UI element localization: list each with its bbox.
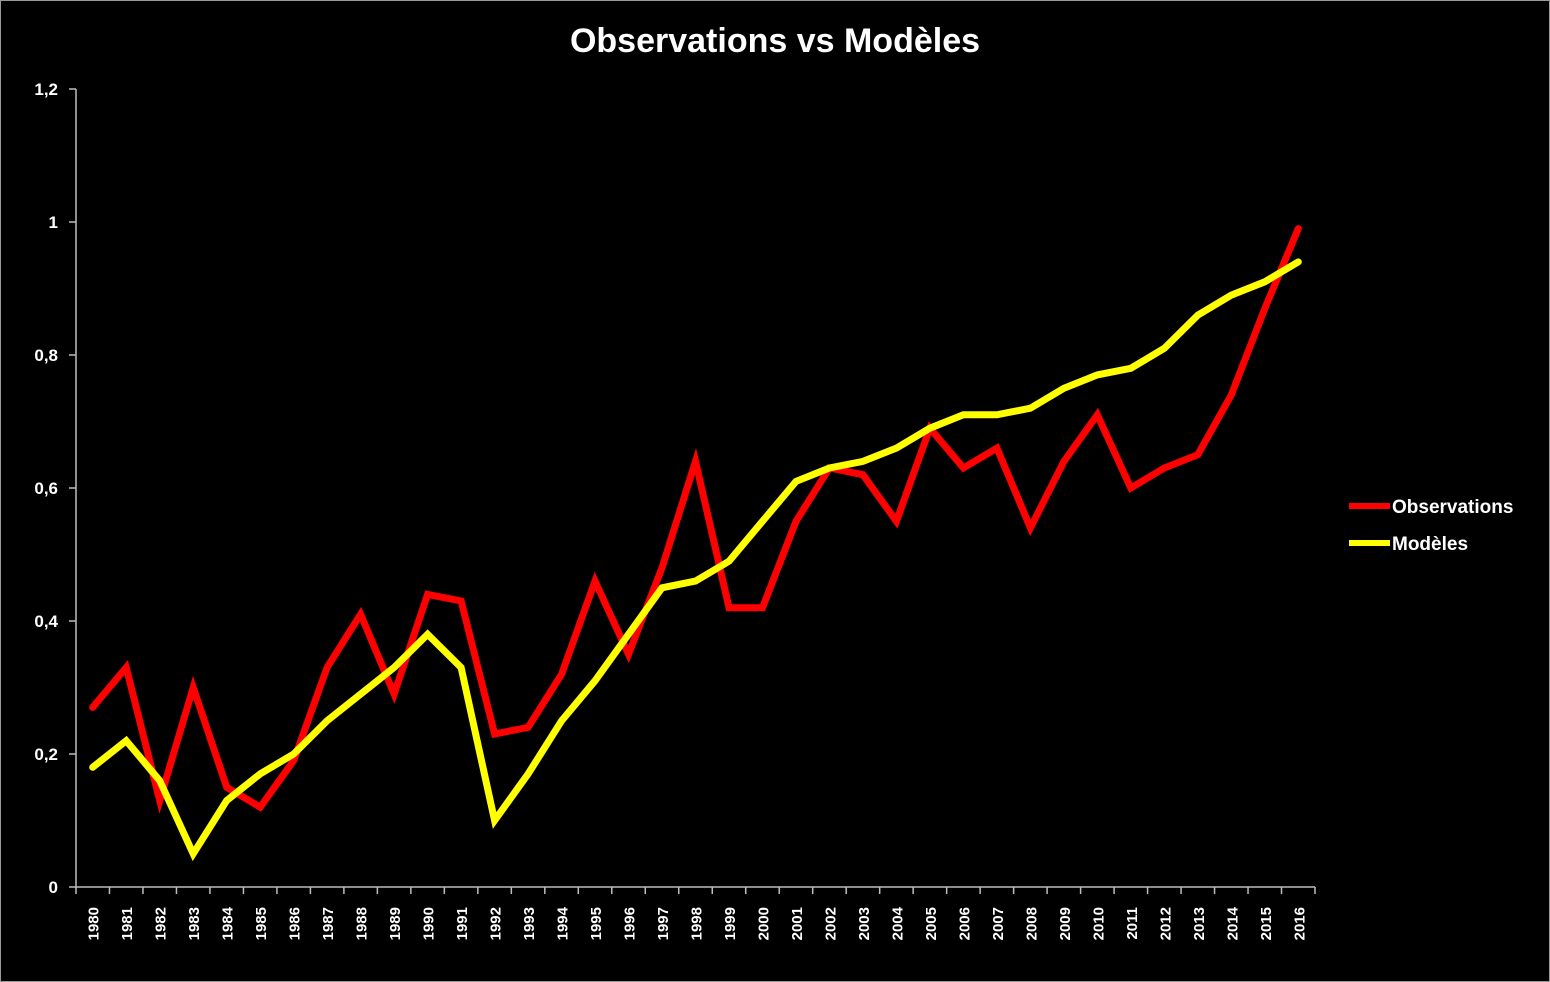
x-tick-label: 1984 xyxy=(220,906,237,940)
x-tick-label: 2002 xyxy=(822,907,839,940)
y-tick-label: 0 xyxy=(49,878,58,897)
axes: 0 0,2 0,4 0,6 0,8 1 1,2 1980 1981 1982 1983 1984 198… xyxy=(34,80,1316,940)
legend-label: Modèles xyxy=(1392,534,1468,555)
y-tick-label: 0,6 xyxy=(34,479,58,498)
x-tick-label: 1987 xyxy=(320,907,337,940)
x-tick-label: 2014 xyxy=(1224,906,1241,940)
x-tick-label: 1990 xyxy=(421,907,438,940)
y-tick-label: 0,2 xyxy=(34,745,58,764)
x-tick-label: 1983 xyxy=(186,907,203,940)
x-tick-label: 1999 xyxy=(722,907,739,940)
x-tick-label: 1998 xyxy=(689,907,706,940)
x-tick-label: 2016 xyxy=(1291,907,1308,940)
x-tick-label: 2008 xyxy=(1023,907,1040,940)
x-tick-label: 1992 xyxy=(488,907,505,940)
y-tick-label: 0,8 xyxy=(34,346,58,365)
x-tick-label: 2013 xyxy=(1191,907,1208,940)
y-tick-label: 1 xyxy=(49,213,58,232)
x-tick-label: 1981 xyxy=(119,907,136,940)
x-tick-label: 1989 xyxy=(387,907,404,940)
y-tick-label: 1,2 xyxy=(34,80,58,99)
x-tick-label: 2015 xyxy=(1258,907,1275,940)
series-line-observations xyxy=(89,225,1302,814)
x-tick-label: 1995 xyxy=(588,907,605,940)
x-tick-label: 1988 xyxy=(354,907,371,940)
x-tick-label: 2001 xyxy=(789,907,806,940)
x-tick-label: 2005 xyxy=(923,907,940,940)
x-tick-label: 1993 xyxy=(521,907,538,940)
x-tick-label: 1982 xyxy=(153,907,170,940)
x-tick-label: 1991 xyxy=(454,907,471,940)
y-tick-label: 0,4 xyxy=(34,612,58,631)
x-tick-label: 2000 xyxy=(755,907,772,940)
chart-title: Observations vs Modèles xyxy=(569,22,981,60)
series-line-mod-les xyxy=(89,258,1302,862)
x-tick-label: 2003 xyxy=(856,907,873,940)
x-tick-label: 1994 xyxy=(555,906,572,940)
x-tick-label: 2012 xyxy=(1157,907,1174,940)
x-tick-label: 2007 xyxy=(990,907,1007,940)
series-lines xyxy=(89,225,1302,862)
x-tick-label: 2006 xyxy=(956,907,973,940)
x-tick-label: 2009 xyxy=(1057,907,1074,940)
x-tick-label: 2004 xyxy=(889,906,906,940)
x-tick-label: 1997 xyxy=(655,907,672,940)
x-tick-label: 2011 xyxy=(1124,907,1141,940)
x-tick-label: 1980 xyxy=(86,907,103,940)
legend-label: Observations xyxy=(1392,497,1513,518)
x-tick-label: 1996 xyxy=(622,907,639,940)
x-tick-label: 2010 xyxy=(1090,907,1107,940)
legend: Observations Modèles xyxy=(1349,497,1513,555)
x-tick-label: 1985 xyxy=(253,907,270,940)
x-tick-label: 1986 xyxy=(287,907,304,940)
